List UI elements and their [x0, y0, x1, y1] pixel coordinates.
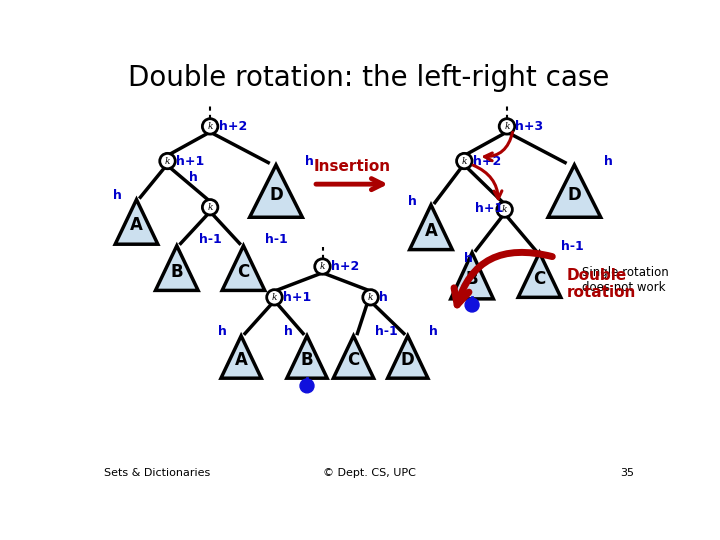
Text: A: A	[130, 217, 143, 234]
Text: k: k	[271, 293, 277, 302]
Text: C: C	[347, 352, 359, 369]
Polygon shape	[333, 336, 374, 378]
Text: h: h	[379, 291, 388, 304]
Text: h+1: h+1	[176, 154, 204, 167]
Text: h: h	[464, 252, 473, 265]
Circle shape	[266, 289, 282, 305]
Text: h: h	[429, 326, 438, 339]
Polygon shape	[518, 253, 561, 298]
Text: A: A	[425, 222, 438, 240]
Polygon shape	[156, 246, 198, 291]
Text: B: B	[466, 271, 478, 288]
Text: h+3: h+3	[516, 120, 544, 133]
Text: Double
rotation: Double rotation	[567, 268, 636, 300]
Text: h+2: h+2	[331, 260, 359, 273]
Text: h: h	[284, 326, 292, 339]
Circle shape	[202, 119, 218, 134]
FancyArrowPatch shape	[485, 132, 513, 161]
Text: Sets & Dictionaries: Sets & Dictionaries	[104, 468, 210, 478]
Circle shape	[363, 289, 378, 305]
Text: k: k	[320, 262, 325, 271]
FancyArrowPatch shape	[473, 165, 502, 199]
Text: Insertion: Insertion	[313, 159, 390, 174]
Text: 35: 35	[620, 468, 634, 478]
Text: k: k	[368, 293, 373, 302]
FancyArrowPatch shape	[454, 252, 552, 305]
Text: k: k	[502, 205, 508, 214]
Text: C: C	[534, 269, 546, 288]
Text: D: D	[401, 352, 415, 369]
Text: k: k	[207, 202, 213, 212]
Text: B: B	[301, 352, 313, 369]
Text: h: h	[189, 172, 198, 185]
Circle shape	[315, 259, 330, 274]
Text: C: C	[238, 262, 250, 281]
Text: h: h	[113, 189, 122, 202]
Polygon shape	[548, 165, 600, 217]
Text: © Dept. CS, UPC: © Dept. CS, UPC	[323, 468, 415, 478]
Circle shape	[456, 153, 472, 168]
Text: h-1: h-1	[375, 326, 398, 339]
Polygon shape	[387, 336, 428, 378]
Text: D: D	[567, 186, 581, 204]
Text: D: D	[269, 186, 283, 204]
Circle shape	[465, 298, 479, 312]
Polygon shape	[287, 336, 327, 378]
Text: h: h	[604, 154, 613, 167]
Circle shape	[300, 379, 314, 393]
Circle shape	[202, 200, 218, 215]
Polygon shape	[222, 246, 265, 291]
Text: k: k	[165, 157, 170, 166]
Text: k: k	[207, 122, 213, 131]
Circle shape	[160, 153, 175, 168]
Text: k: k	[462, 157, 467, 166]
Circle shape	[497, 202, 513, 217]
Text: A: A	[235, 352, 248, 369]
Text: B: B	[171, 262, 183, 281]
Text: h+1: h+1	[475, 202, 503, 215]
Polygon shape	[451, 253, 493, 299]
Text: h-1: h-1	[199, 233, 221, 246]
Text: h+2: h+2	[473, 154, 501, 167]
Circle shape	[499, 119, 515, 134]
Text: h: h	[218, 326, 227, 339]
Polygon shape	[221, 336, 261, 378]
Text: h-1: h-1	[561, 240, 584, 253]
Text: k: k	[504, 122, 510, 131]
Text: h+1: h+1	[283, 291, 311, 304]
Text: Double rotation: the left-right case: Double rotation: the left-right case	[128, 64, 610, 92]
Text: h: h	[305, 154, 315, 167]
Text: h-1: h-1	[265, 233, 288, 246]
Polygon shape	[115, 200, 158, 244]
Text: h+2: h+2	[219, 120, 247, 133]
Text: Single rotation
does not work: Single rotation does not work	[582, 266, 669, 294]
Polygon shape	[410, 205, 452, 249]
Polygon shape	[250, 165, 302, 217]
Text: h: h	[408, 194, 417, 207]
